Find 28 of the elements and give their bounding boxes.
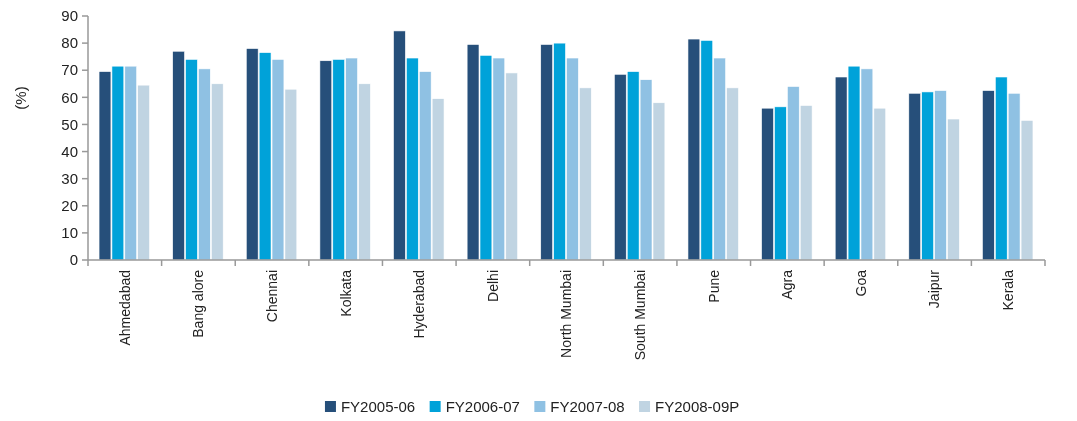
legend-label: FY2008-09P (655, 398, 740, 416)
legend-label: FY2005-06 (340, 398, 416, 416)
x-tick-label: Chennai (263, 270, 280, 323)
x-tick-label: Delhi (484, 270, 501, 302)
y-tick-label: 0 (69, 251, 78, 269)
x-tick-label: Agra (779, 269, 796, 300)
x-tick-label: Bang alore (190, 269, 207, 338)
y-tick-label: 10 (61, 224, 78, 242)
y-tick-label: 80 (61, 34, 78, 52)
x-tick-label: Pune (705, 269, 722, 303)
y-tick-label: 50 (61, 115, 78, 133)
x-tick-label: Jaipur (926, 269, 943, 309)
y-tick-label: 60 (61, 88, 78, 106)
y-tick-label: 20 (61, 197, 78, 215)
y-tick-label: 40 (61, 142, 78, 160)
x-tick-label: Kerala (1000, 269, 1017, 311)
x-tick-label: North Mumbai (558, 270, 575, 358)
y-tick-label: 90 (61, 7, 78, 25)
x-tick-label: Ahmedabad (116, 270, 133, 346)
x-tick-label: Hyderabad (411, 270, 428, 339)
x-tick-label: South Mumbai (632, 270, 649, 361)
x-tick-label: Kolkata (337, 269, 354, 317)
legend-label: FY2007-08 (550, 398, 625, 416)
y-tick-label: 30 (61, 169, 78, 187)
legend-label: FY2006-07 (445, 398, 520, 416)
y-axis-title: (%) (12, 86, 29, 110)
y-tick-label: 70 (61, 61, 78, 79)
x-tick-label: Goa (852, 269, 869, 297)
